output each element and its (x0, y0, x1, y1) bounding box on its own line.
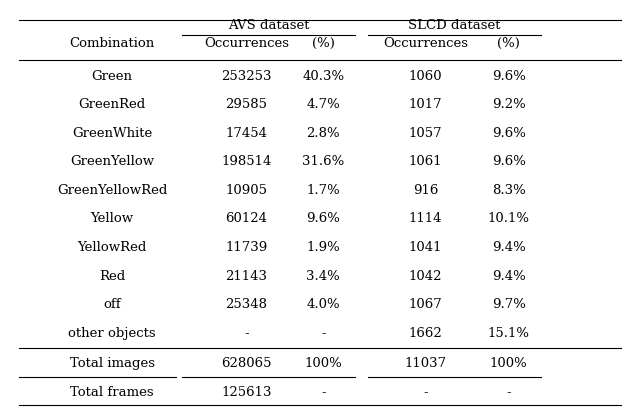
Text: Red: Red (99, 270, 125, 283)
Text: 11037: 11037 (404, 357, 447, 370)
Text: 40.3%: 40.3% (302, 70, 344, 83)
Text: 9.2%: 9.2% (492, 98, 525, 111)
Text: -: - (321, 327, 326, 340)
Text: 4.7%: 4.7% (307, 98, 340, 111)
Text: 25348: 25348 (225, 298, 268, 311)
Text: GreenWhite: GreenWhite (72, 127, 152, 140)
Text: 31.6%: 31.6% (302, 155, 344, 168)
Text: 10.1%: 10.1% (488, 213, 530, 226)
Text: Occurrences: Occurrences (204, 37, 289, 50)
Text: (%): (%) (497, 37, 520, 50)
Text: 9.4%: 9.4% (492, 270, 525, 283)
Text: 29585: 29585 (225, 98, 268, 111)
Text: 9.7%: 9.7% (492, 298, 525, 311)
Text: 3.4%: 3.4% (307, 270, 340, 283)
Text: GreenRed: GreenRed (78, 98, 146, 111)
Text: 628065: 628065 (221, 357, 271, 370)
Text: 1.7%: 1.7% (307, 184, 340, 197)
Text: 1060: 1060 (409, 70, 442, 83)
Text: 1017: 1017 (409, 98, 442, 111)
Text: 100%: 100% (490, 357, 527, 370)
Text: (%): (%) (312, 37, 335, 50)
Text: 1.9%: 1.9% (307, 241, 340, 254)
Text: Combination: Combination (69, 37, 155, 50)
Text: 9.4%: 9.4% (492, 241, 525, 254)
Text: other objects: other objects (68, 327, 156, 340)
Text: 1061: 1061 (409, 155, 442, 168)
Text: 1041: 1041 (409, 241, 442, 254)
Text: 198514: 198514 (221, 155, 271, 168)
Text: 1067: 1067 (409, 298, 442, 311)
Text: 1042: 1042 (409, 270, 442, 283)
Text: Yellow: Yellow (90, 213, 134, 226)
Text: 2.8%: 2.8% (307, 127, 340, 140)
Text: 11739: 11739 (225, 241, 268, 254)
Text: 9.6%: 9.6% (492, 155, 525, 168)
Text: 17454: 17454 (225, 127, 268, 140)
Text: GreenYellowRed: GreenYellowRed (57, 184, 167, 197)
Text: Occurrences: Occurrences (383, 37, 468, 50)
Text: 125613: 125613 (221, 386, 271, 399)
Text: AVS dataset: AVS dataset (228, 19, 310, 32)
Text: Total frames: Total frames (70, 386, 154, 399)
Text: 10905: 10905 (225, 184, 268, 197)
Text: off: off (103, 298, 121, 311)
Text: 9.6%: 9.6% (307, 213, 340, 226)
Text: 9.6%: 9.6% (492, 70, 525, 83)
Text: -: - (423, 386, 428, 399)
Text: 9.6%: 9.6% (492, 127, 525, 140)
Text: Total images: Total images (70, 357, 154, 370)
Text: 916: 916 (413, 184, 438, 197)
Text: 60124: 60124 (225, 213, 268, 226)
Text: 15.1%: 15.1% (488, 327, 530, 340)
Text: -: - (244, 327, 249, 340)
Text: 100%: 100% (305, 357, 342, 370)
Text: 1057: 1057 (409, 127, 442, 140)
Text: -: - (506, 386, 511, 399)
Text: YellowRed: YellowRed (77, 241, 147, 254)
Text: 1662: 1662 (409, 327, 442, 340)
Text: Green: Green (92, 70, 132, 83)
Text: -: - (321, 386, 326, 399)
Text: SLCD dataset: SLCD dataset (408, 19, 500, 32)
Text: 8.3%: 8.3% (492, 184, 525, 197)
Text: GreenYellow: GreenYellow (70, 155, 154, 168)
Text: 21143: 21143 (225, 270, 268, 283)
Text: 253253: 253253 (221, 70, 271, 83)
Text: 1114: 1114 (409, 213, 442, 226)
Text: 4.0%: 4.0% (307, 298, 340, 311)
